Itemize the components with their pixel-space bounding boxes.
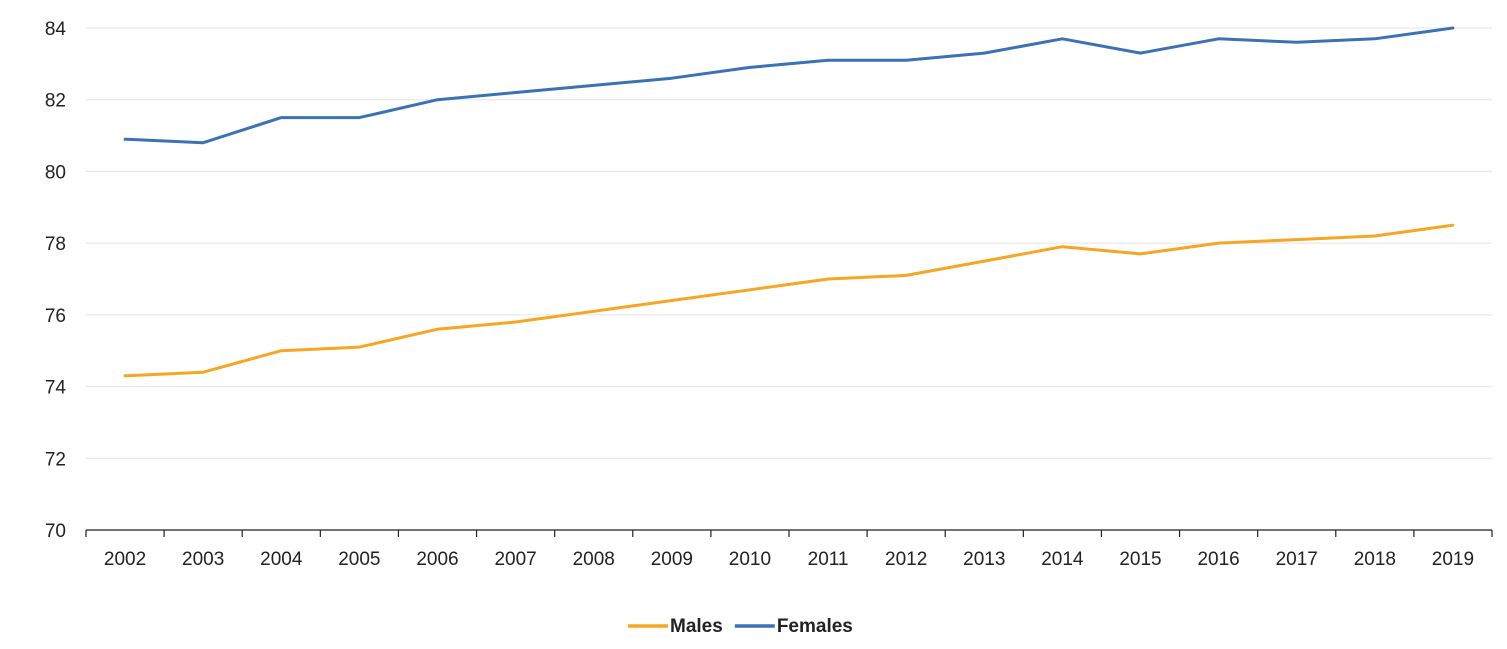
x-tick-label: 2013	[963, 549, 1005, 570]
gridlines	[86, 27, 1492, 459]
y-tick-label: 76	[45, 306, 66, 327]
x-tick-label: 2015	[1119, 549, 1161, 570]
x-tick-label: 2014	[1041, 549, 1084, 570]
x-tick-label: 2018	[1354, 549, 1396, 570]
x-axis	[85, 529, 1493, 537]
x-tick-label: 2019	[1432, 549, 1474, 570]
legend-label-males: Males	[670, 616, 723, 637]
x-tick-label: 2005	[338, 549, 380, 570]
x-tick-label: 2003	[182, 549, 224, 570]
y-tick-label: 74	[45, 378, 67, 399]
x-tick-label: 2017	[1276, 549, 1318, 570]
y-tick-label: 82	[45, 91, 66, 112]
x-tick-label: 2007	[494, 549, 536, 570]
x-tick-label: 2011	[808, 549, 849, 570]
x-tick-label: 2006	[416, 549, 458, 570]
x-tick-label: 2010	[729, 549, 771, 570]
x-tick-label: 2012	[885, 549, 927, 570]
x-tick-label: 2004	[260, 549, 303, 570]
series-line-males	[123, 223, 1455, 378]
x-tick-label: 2016	[1197, 549, 1239, 570]
y-tick-label: 70	[45, 521, 66, 542]
y-tick-labels: 70 72 74 76 78 80 82 84	[45, 19, 67, 542]
y-tick-label: 78	[45, 234, 66, 255]
legend: Males Females	[628, 616, 853, 637]
series-line-females	[123, 26, 1455, 145]
x-tick-label: 2008	[573, 549, 615, 570]
x-tick-label: 2009	[651, 549, 693, 570]
x-tick-labels: 2002 2003 2004 2005 2006 2007 2008 2009 2010 2011…	[104, 549, 1474, 570]
y-tick-label: 80	[45, 162, 66, 183]
x-tick-label: 2002	[104, 549, 146, 570]
legend-label-females: Females	[777, 616, 853, 637]
series-lines	[123, 26, 1455, 378]
y-tick-label: 84	[45, 19, 67, 40]
y-tick-label: 72	[45, 449, 66, 470]
